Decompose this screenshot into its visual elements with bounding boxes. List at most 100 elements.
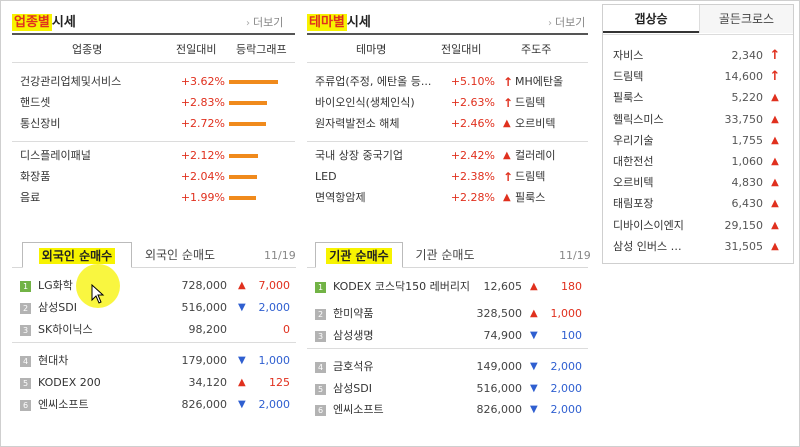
gap-up-stock-name[interactable]: 태림포장 [613, 197, 654, 211]
theme-leader[interactable]: 드림텍 [515, 170, 546, 183]
institution-stock-name[interactable]: 삼성생명 [333, 329, 374, 342]
institution-stock-name[interactable]: KODEX 코스닥150 레버리지 [333, 280, 471, 293]
foreign-stock-name[interactable]: 삼성SDI [38, 301, 77, 314]
theme-title[interactable]: 테마별 시세 [307, 14, 371, 31]
institution-row[interactable]: 2 한미약품 328,500 ▲ 1,000 [307, 304, 588, 324]
theme-leader[interactable]: MH에탄올 [515, 75, 564, 88]
sector-row[interactable]: 건강관리업체및서비스 +3.62% [12, 72, 295, 92]
foreign-row[interactable]: 4 현대차 179,000 ▼ 1,000 [12, 351, 296, 371]
foreign-stock-name[interactable]: SK하이닉스 [38, 323, 93, 336]
institution-row[interactable]: 1 KODEX 코스닥150 레버리지 12,605 ▲ 180 [307, 277, 588, 305]
theme-row[interactable]: 바이오인식(생체인식) +2.63% ↑ 드림텍 [307, 93, 588, 113]
rank-badge: 1 [20, 281, 31, 292]
divider [12, 342, 296, 343]
tab-gap-up[interactable]: 갭상승 [603, 5, 699, 33]
sector-title[interactable]: 업종별 시세 [12, 14, 76, 31]
tab-foreign-net-sell[interactable]: 외국인 순매도 [144, 248, 216, 262]
theme-more-link[interactable]: › 더보기 [548, 16, 586, 29]
institution-stock-name[interactable]: 한미약품 [333, 307, 374, 320]
foreign-row[interactable]: 2 삼성SDI 516,000 ▼ 2,000 [12, 298, 296, 318]
theme-leader[interactable]: 오르비텍 [515, 117, 556, 130]
theme-leader[interactable]: 필룩스 [515, 191, 546, 204]
tab-institution-net-sell[interactable]: 기관 순매도 [415, 248, 475, 262]
theme-name[interactable]: 바이오인식(생체인식) [315, 96, 415, 109]
theme-row[interactable]: LED +2.38% ↑ 드림텍 [307, 167, 588, 187]
triangle-up-icon: ▲ [771, 219, 779, 231]
foreign-stock-name[interactable]: 엔씨소프트 [38, 398, 89, 411]
gap-up-row[interactable]: 헬릭스미스 33,750 ▲ [613, 109, 785, 130]
rank-badge: 4 [315, 362, 326, 373]
sector-name[interactable]: 화장품 [20, 170, 51, 183]
gap-up-row[interactable]: 태림포장 6,430 ▲ [613, 193, 785, 214]
gap-up-stock-name[interactable]: 우리기술 [613, 133, 654, 147]
theme-row[interactable]: 국내 상장 중국기업 +2.42% ▲ 컬러레이 [307, 146, 588, 166]
theme-name[interactable]: 국내 상장 중국기업 [315, 149, 403, 162]
gap-up-stock-name[interactable]: 헬릭스미스 [613, 112, 664, 126]
gap-up-row[interactable]: 삼성 인버스 … 31,505 ▲ [613, 236, 785, 257]
foreign-row[interactable]: 3 SK하이닉스 98,200 0 [12, 320, 296, 340]
theme-row[interactable]: 주류업(주정, 에탄올 등... +5.10% ↑ MH에탄올 [307, 72, 588, 92]
theme-row[interactable]: 원자력발전소 해체 +2.46% ▲ 오르비텍 [307, 114, 588, 134]
divider [307, 62, 588, 63]
theme-name[interactable]: LED [315, 170, 337, 183]
gap-up-stock-name[interactable]: 자비스 [613, 49, 644, 62]
foreign-row[interactable]: 1 LG화학 728,000 ▲ 7,000 [12, 276, 296, 296]
gap-up-row[interactable]: 디바이스이엔지 29,150 ▲ [613, 215, 785, 236]
tab-foreign-net-buy[interactable]: 외국인 순매수 [22, 242, 132, 268]
gap-up-row[interactable]: 대한전선 1,060 ▲ [613, 151, 785, 172]
theme-name[interactable]: 면역항암제 [315, 191, 366, 204]
foreign-stock-name[interactable]: 현대차 [38, 354, 69, 367]
institution-stock-name[interactable]: 엔씨소프트 [333, 403, 384, 416]
theme-name[interactable]: 원자력발전소 해체 [315, 117, 400, 130]
theme-leader[interactable]: 컬러레이 [515, 149, 556, 162]
foreign-row[interactable]: 5 KODEX 200 34,120 ▲ 125 [12, 373, 296, 393]
arrow-up-icon: ↑ [503, 75, 514, 89]
gap-up-row[interactable]: 드림텍 14,600 ↑ [613, 66, 785, 87]
gap-up-row[interactable]: 우리기술 1,755 ▲ [613, 130, 785, 151]
institution-row[interactable]: 5 삼성SDI 516,000 ▼ 2,000 [307, 379, 588, 399]
triangle-up-icon: ▲ [503, 192, 511, 203]
foreign-stock-name[interactable]: KODEX 200 [38, 376, 101, 389]
sector-change: +1.99% [180, 191, 225, 204]
institution-price: 74,900 [483, 329, 523, 342]
sector-more-link[interactable]: › 더보기 [246, 16, 284, 29]
gap-up-stock-name[interactable]: 드림텍 [613, 70, 644, 84]
gap-up-stock-name[interactable]: 오르비텍 [613, 176, 654, 190]
sector-name[interactable]: 디스플레이패널 [20, 149, 91, 162]
triangle-up-icon: ▲ [771, 156, 779, 167]
theme-row[interactable]: 면역항암제 +2.28% ▲ 필룩스 [307, 188, 588, 208]
sector-row[interactable]: 핸드셋 +2.83% [12, 93, 295, 113]
tab-golden-cross[interactable]: 골든크로스 [699, 5, 793, 33]
gap-up-stock-name[interactable]: 필룩스 [613, 91, 644, 105]
sector-row[interactable]: 화장품 +2.04% [12, 167, 295, 187]
sector-name[interactable]: 건강관리업체및서비스 [20, 75, 122, 88]
sector-row[interactable]: 통신장비 +2.72% [12, 114, 295, 134]
foreign-stock-name[interactable]: LG화학 [38, 279, 73, 292]
gap-up-stock-name[interactable]: 디바이스이엔지 [613, 218, 684, 232]
gap-up-row[interactable]: 오르비텍 4,830 ▲ [613, 172, 785, 193]
theme-change: +2.46% [450, 117, 495, 130]
sector-row[interactable]: 음료 +1.99% [12, 188, 295, 208]
tab-institution-net-buy[interactable]: 기관 순매수 [315, 242, 403, 268]
chevron-right-icon: › [548, 18, 552, 29]
institution-row[interactable]: 3 삼성생명 74,900 ▼ 100 [307, 326, 588, 346]
foreign-row[interactable]: 6 엔씨소프트 826,000 ▼ 2,000 [12, 395, 296, 415]
institution-row[interactable]: 6 엔씨소프트 826,000 ▼ 2,000 [307, 400, 588, 420]
sector-name[interactable]: 통신장비 [20, 117, 61, 130]
gap-up-row[interactable]: 자비스 2,340 ↑ [613, 45, 785, 66]
gap-up-row[interactable]: 필룩스 5,220 ▲ [613, 87, 785, 108]
gap-up-stock-name[interactable]: 대한전선 [613, 155, 654, 168]
theme-name[interactable]: 주류업(주정, 에탄올 등... [315, 75, 432, 88]
sector-name[interactable]: 음료 [20, 191, 41, 204]
theme-leader[interactable]: 드림텍 [515, 96, 546, 109]
gap-up-stock-name[interactable]: 삼성 인버스 … [613, 239, 682, 253]
rank-badge: 6 [315, 405, 326, 416]
sector-change-bar [229, 101, 267, 105]
institution-stock-name[interactable]: 삼성SDI [333, 382, 372, 395]
institution-row[interactable]: 4 금호석유 149,000 ▼ 2,000 [307, 357, 588, 377]
mouse-pointer-icon [91, 284, 105, 304]
institution-change: 1,000 [550, 307, 583, 320]
institution-stock-name[interactable]: 금호석유 [333, 360, 374, 373]
sector-row[interactable]: 디스플레이패널 +2.12% [12, 146, 295, 166]
sector-name[interactable]: 핸드셋 [20, 96, 51, 109]
